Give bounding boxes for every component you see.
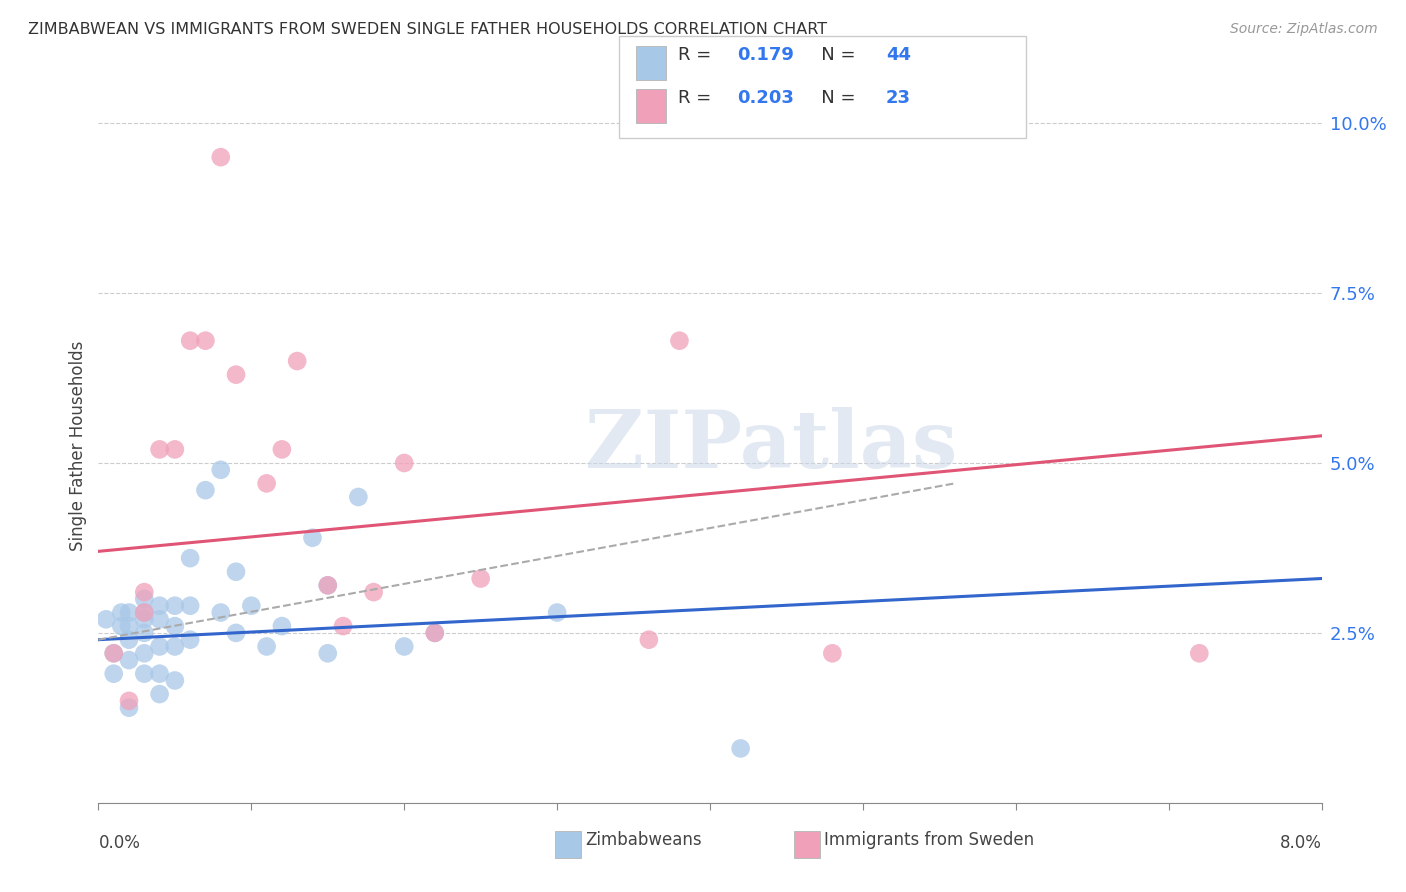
Point <box>209 463 232 477</box>
Text: Source: ZipAtlas.com: Source: ZipAtlas.com <box>1230 22 1378 37</box>
Point <box>134 646 156 660</box>
Text: 44: 44 <box>886 46 911 64</box>
Point <box>1188 646 1211 660</box>
Point <box>256 640 278 654</box>
Point <box>179 551 201 566</box>
Point <box>179 599 201 613</box>
Point <box>134 666 156 681</box>
Point <box>637 632 661 647</box>
Point <box>423 626 446 640</box>
Text: R =: R = <box>678 46 723 64</box>
Point <box>209 150 232 164</box>
Point <box>821 646 844 660</box>
Point <box>118 632 141 647</box>
Point <box>194 334 217 348</box>
Point <box>179 334 201 348</box>
Text: Immigrants from Sweden: Immigrants from Sweden <box>824 831 1033 849</box>
Point <box>546 606 568 620</box>
Point <box>134 612 156 626</box>
Point <box>256 476 278 491</box>
Point <box>149 640 172 654</box>
Point <box>347 490 370 504</box>
Point <box>225 565 247 579</box>
Text: 0.0%: 0.0% <box>98 834 141 852</box>
Point <box>103 646 125 660</box>
Point <box>209 606 232 620</box>
Point <box>270 619 294 633</box>
Point <box>94 612 117 626</box>
Point <box>134 606 156 620</box>
Point <box>149 666 172 681</box>
Text: ZIPatlas: ZIPatlas <box>585 407 957 485</box>
Text: ZIMBABWEAN VS IMMIGRANTS FROM SWEDEN SINGLE FATHER HOUSEHOLDS CORRELATION CHART: ZIMBABWEAN VS IMMIGRANTS FROM SWEDEN SIN… <box>28 22 827 37</box>
Point <box>179 632 201 647</box>
Point <box>118 606 141 620</box>
Point <box>316 578 339 592</box>
Text: Zimbabweans: Zimbabweans <box>585 831 702 849</box>
Point <box>225 368 247 382</box>
Point <box>149 599 172 613</box>
Point <box>392 640 416 654</box>
Point <box>240 599 263 613</box>
Point <box>301 531 323 545</box>
Point <box>316 646 339 660</box>
Point <box>332 619 354 633</box>
Point <box>110 606 132 620</box>
Point <box>163 640 186 654</box>
Point <box>149 687 172 701</box>
Text: 23: 23 <box>886 89 911 107</box>
Y-axis label: Single Father Households: Single Father Households <box>69 341 87 551</box>
Point <box>134 585 156 599</box>
Point <box>225 626 247 640</box>
Text: N =: N = <box>804 46 862 64</box>
Point <box>163 599 186 613</box>
Point <box>118 694 141 708</box>
Point <box>149 612 172 626</box>
Point <box>118 653 141 667</box>
Point <box>316 578 339 592</box>
Point <box>134 606 156 620</box>
Point <box>470 572 492 586</box>
Point <box>134 591 156 606</box>
Point <box>668 334 690 348</box>
Point <box>285 354 308 368</box>
Point <box>163 673 186 688</box>
Point <box>163 442 186 457</box>
Point <box>118 700 141 714</box>
Text: N =: N = <box>804 89 862 107</box>
Point <box>363 585 385 599</box>
Text: 0.179: 0.179 <box>737 46 793 64</box>
Point <box>149 442 172 457</box>
Point <box>118 619 141 633</box>
Point <box>134 626 156 640</box>
Point <box>110 619 132 633</box>
Text: 0.203: 0.203 <box>737 89 793 107</box>
Text: 8.0%: 8.0% <box>1279 834 1322 852</box>
Point <box>103 666 125 681</box>
Point <box>392 456 416 470</box>
Point <box>423 626 446 640</box>
Point <box>163 619 186 633</box>
Point <box>103 646 125 660</box>
Point <box>270 442 294 457</box>
Point <box>730 741 752 756</box>
Point <box>194 483 217 498</box>
Text: R =: R = <box>678 89 723 107</box>
